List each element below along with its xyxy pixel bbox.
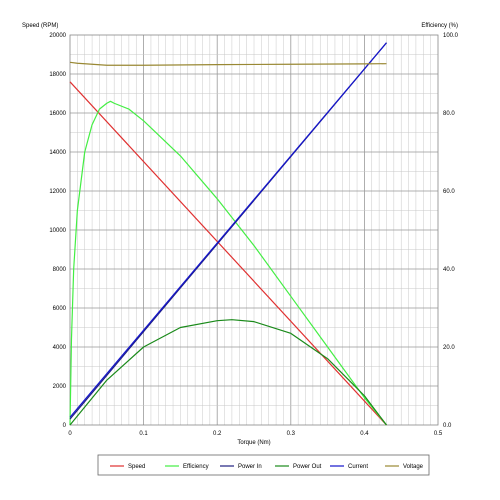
legend-label-speed: Speed <box>128 464 145 470</box>
y-left-tick-label: 4000 <box>53 345 67 351</box>
tick-labels: 0 0.1 0.2 0.3 0.4 0.5 0 2000 4000 6000 8000 10000 12… <box>49 33 458 437</box>
y-left-tick-label: 18000 <box>49 72 66 78</box>
y-left-tick-label: 20000 <box>49 33 66 39</box>
series-line-power-out <box>69 319 387 426</box>
y-left-tick-label: 6000 <box>53 306 67 312</box>
series-line-current <box>69 42 387 418</box>
plot-frame <box>69 34 439 426</box>
legend-label-power-in: Power In <box>238 464 262 470</box>
y-left-tick-label: 8000 <box>53 267 67 273</box>
x-tick-label: 0.1 <box>139 431 148 437</box>
y-right-tick-label: 40.0 <box>443 267 455 273</box>
y-left-tick-label: 0 <box>63 423 67 429</box>
legend-label-power-out: Power Out <box>293 464 322 470</box>
legend-box <box>97 454 430 476</box>
x-tick-label: 0.4 <box>360 431 369 437</box>
series-lines <box>69 42 387 426</box>
series-line-voltage <box>69 61 387 66</box>
y-right-axis-title: Efficiency (%) <box>421 23 458 29</box>
grid <box>70 35 438 425</box>
y-right-tick-label: 100.0 <box>443 33 459 39</box>
x-tick-label: 0.2 <box>213 431 222 437</box>
legend-label-voltage: Voltage <box>403 464 424 470</box>
x-axis-title: Torque (Nm) <box>237 440 270 446</box>
series-line-speed <box>69 81 387 426</box>
y-left-tick-label: 16000 <box>49 111 66 117</box>
x-tick-label: 0 <box>68 431 72 437</box>
y-left-tick-label: 12000 <box>49 189 66 195</box>
y-left-tick-label: 14000 <box>49 150 66 156</box>
y-right-tick-label: 0.0 <box>443 423 452 429</box>
y-right-tick-label: 80.0 <box>443 111 455 117</box>
x-tick-label: 0.5 <box>434 431 443 437</box>
legend-items: Speed Efficiency Power In Power Out Current V… <box>110 464 424 470</box>
series-line-efficiency <box>69 100 387 426</box>
legend: Speed Efficiency Power In Power Out Current V… <box>97 454 430 476</box>
y-right-tick-label: 20.0 <box>443 345 455 351</box>
legend-label-efficiency: Efficiency <box>183 464 209 470</box>
y-left-axis-title: Speed (RPM) <box>22 23 58 29</box>
y-right-tick-label: 60.0 <box>443 189 455 195</box>
legend-label-current: Current <box>348 464 368 470</box>
y-left-tick-label: 2000 <box>53 384 67 390</box>
x-tick-label: 0.3 <box>287 431 296 437</box>
y-left-tick-label: 10000 <box>49 228 66 234</box>
